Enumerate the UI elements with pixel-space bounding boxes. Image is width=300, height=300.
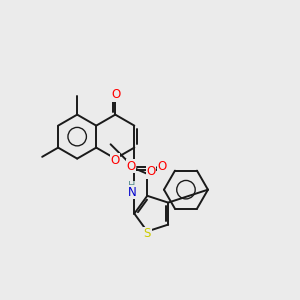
Text: S: S: [144, 227, 151, 240]
Text: O: O: [147, 166, 156, 178]
Text: O: O: [111, 154, 120, 166]
Text: O: O: [127, 160, 136, 172]
Text: O: O: [111, 88, 121, 101]
Text: H: H: [128, 181, 135, 191]
Text: O: O: [158, 160, 167, 173]
Text: N: N: [128, 186, 136, 199]
